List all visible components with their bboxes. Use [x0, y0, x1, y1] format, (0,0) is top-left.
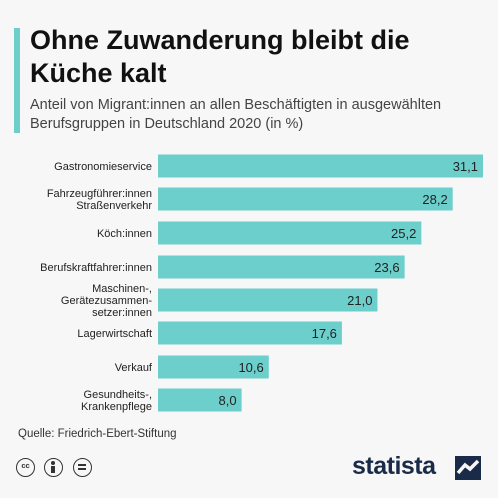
category-label-5: Lagerwirtschaft — [77, 328, 152, 340]
value-label-1: 28,2 — [422, 192, 447, 207]
nd-icon — [72, 458, 92, 477]
bar-3 — [158, 255, 405, 279]
chart-title: Ohne Zuwanderung bleibt die Küche kalt — [30, 25, 410, 88]
value-label-6: 10,6 — [238, 360, 263, 375]
statista-logo-text: statista — [352, 452, 436, 480]
value-label-3: 23,6 — [374, 260, 399, 275]
value-label-5: 17,6 — [312, 326, 337, 341]
license-icons: cc — [16, 458, 97, 477]
category-label-2: Köch:innen — [97, 228, 152, 240]
category-label-1: Fahrzeugführer:innen Straßenverkehr — [47, 188, 153, 212]
value-label-2: 25,2 — [391, 226, 416, 241]
value-label-4: 21,0 — [347, 293, 372, 308]
chart-subtitle: Anteil von Migrant:innen an allen Beschä… — [30, 97, 442, 132]
value-label-7: 8,0 — [219, 393, 237, 408]
title-accent-bar — [14, 28, 20, 133]
bar-7 — [158, 388, 242, 412]
category-label-0: Gastronomieservice — [54, 161, 152, 173]
bar-5 — [158, 321, 342, 345]
bar-4 — [158, 288, 378, 312]
by-icon — [44, 458, 64, 477]
cc-icon: cc — [16, 458, 35, 477]
value-label-0: 31,1 — [453, 159, 478, 174]
bar-2 — [158, 221, 422, 245]
bar-chart: 31,1 Gastronomieservice 28,2 Fahrzeugführer… — [40, 154, 483, 413]
bar-0 — [158, 154, 483, 178]
category-label-7: Gesundheits-, Krankenpflege — [81, 389, 152, 413]
source-note: Quelle: Friedrich-Ebert-Stiftung — [18, 428, 177, 440]
category-label-3: Berufskraftfahrer:innen — [40, 262, 152, 274]
bar-6 — [158, 355, 269, 379]
bar-1 — [158, 187, 453, 211]
category-label-6: Verkauf — [115, 362, 153, 374]
statista-logo-icon — [455, 456, 481, 480]
category-label-4: Maschinen-, Gerätezusammen-setzer:innen — [61, 283, 152, 319]
